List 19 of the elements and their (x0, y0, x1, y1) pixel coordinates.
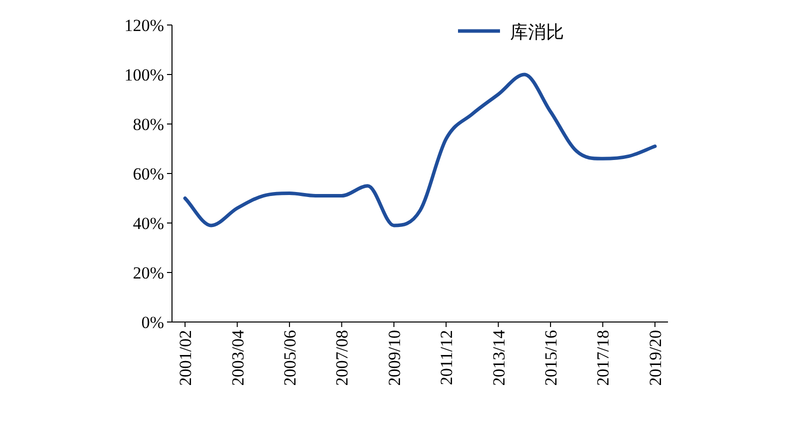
x-tick-label: 2001/02 (176, 330, 196, 386)
x-tick-label: 2015/16 (542, 330, 561, 386)
x-tick-label: 2005/06 (280, 330, 300, 386)
line-series (183, 72, 657, 228)
y-tick-label: 60% (132, 164, 164, 184)
legend-label: 库消比 (510, 22, 564, 43)
x-tick-label: 2011/12 (437, 330, 456, 386)
y-tick-label: 40% (132, 214, 164, 233)
x-tick-label: 2017/18 (594, 330, 613, 386)
y-tick-label: 100% (124, 66, 164, 84)
x-tick-label: 2013/14 (489, 330, 508, 386)
x-tick-label: 2009/10 (384, 330, 404, 386)
y-tick-label: 0% (141, 313, 164, 332)
y-tick-label: 80% (132, 115, 164, 134)
x-tick-label: 2019/20 (646, 330, 665, 386)
y-tick-label: 20% (132, 264, 164, 282)
x-tick-label: 2007/08 (332, 330, 352, 386)
x-tick-label: 2003/04 (228, 330, 248, 386)
y-tick-label: 120% (124, 16, 164, 35)
